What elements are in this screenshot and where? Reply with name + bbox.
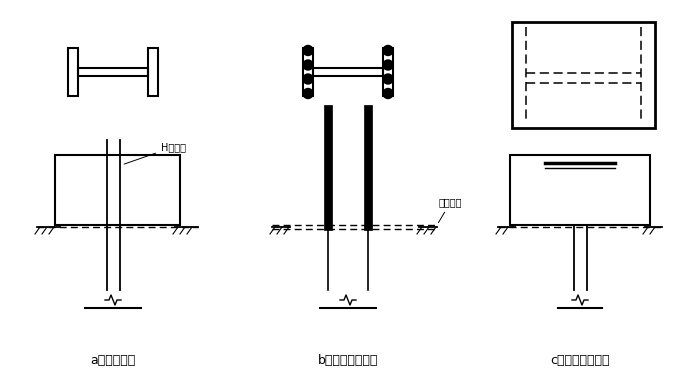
Bar (148, 48, 158, 96)
Circle shape (303, 74, 313, 84)
Circle shape (303, 46, 313, 56)
Text: 承台底面: 承台底面 (439, 197, 462, 223)
Bar (68, 48, 78, 96)
Bar (510, 155, 650, 225)
Text: c）桩顶平板加强: c）桩顶平板加强 (550, 354, 610, 366)
Circle shape (383, 46, 393, 56)
Bar (512, 22, 655, 128)
Text: H型钢桩: H型钢桩 (124, 142, 186, 164)
Circle shape (383, 74, 393, 84)
Text: a）直接伸入: a）直接伸入 (90, 354, 136, 366)
Bar (364, 105, 372, 230)
Text: b）加焊锚固钢筋: b）加焊锚固钢筋 (318, 354, 378, 366)
Circle shape (303, 60, 313, 70)
Circle shape (383, 60, 393, 70)
Circle shape (383, 89, 393, 98)
Bar (55, 155, 180, 225)
Bar (78, 68, 148, 76)
Bar (313, 68, 383, 76)
Bar (303, 48, 313, 96)
Bar (383, 48, 393, 96)
Bar (324, 105, 332, 230)
Circle shape (303, 89, 313, 98)
